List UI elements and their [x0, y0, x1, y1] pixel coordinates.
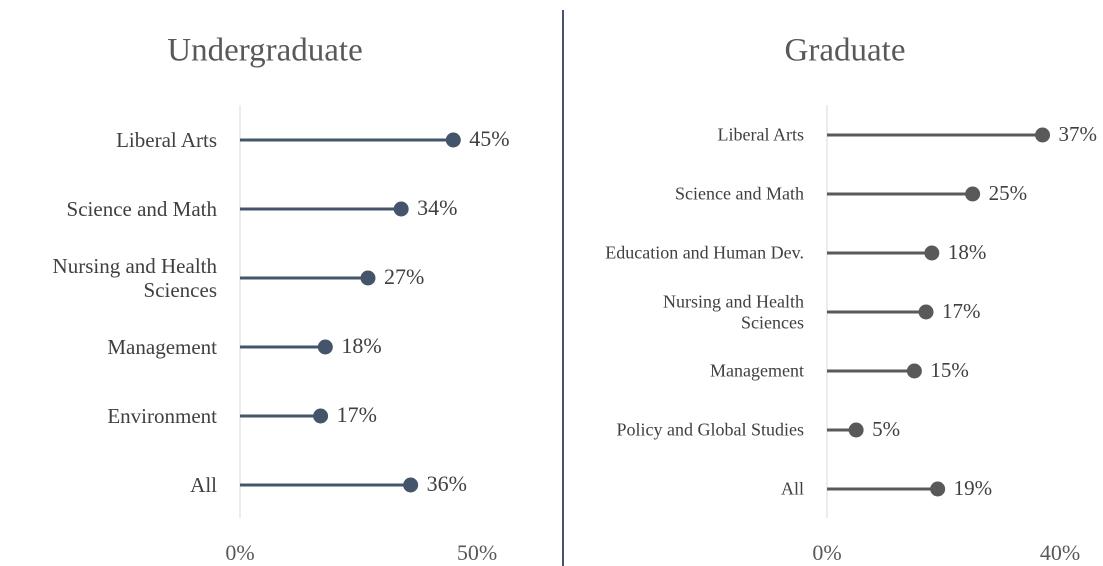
category-label: Nursing and Health Sciences [663, 291, 804, 332]
category-label: Education and Human Dev. [605, 242, 804, 263]
value-label: 17% [942, 299, 981, 323]
value-label: 45% [469, 126, 509, 151]
dot [930, 481, 946, 497]
x-tick-label: 40% [1040, 540, 1080, 565]
value-label: 18% [341, 333, 381, 358]
x-tick-label: 50% [457, 540, 497, 565]
dot [965, 186, 981, 202]
category-label: Management [107, 334, 217, 359]
category-label: Liberal Arts [717, 124, 804, 145]
dot [924, 245, 940, 261]
value-label: 19% [954, 476, 993, 500]
chart-title: Undergraduate [167, 33, 362, 69]
dot [445, 132, 461, 148]
dot [317, 339, 333, 355]
chart-title: Graduate [785, 33, 906, 69]
category-label: Liberal Arts [116, 127, 217, 152]
value-label: 25% [989, 181, 1028, 205]
category-label: Science and Math [675, 183, 804, 204]
dot [1035, 127, 1051, 143]
value-label: 34% [417, 195, 457, 220]
dot [393, 201, 409, 217]
dot [313, 408, 329, 424]
dot [906, 363, 922, 379]
value-label: 36% [427, 471, 467, 496]
value-label: 15% [930, 358, 969, 382]
value-label: 37% [1059, 122, 1098, 146]
dot [918, 304, 934, 320]
category-label: Nursing and Health Sciences [52, 253, 217, 302]
value-label: 5% [872, 417, 900, 441]
value-label: 18% [948, 240, 987, 264]
category-label: Management [710, 360, 804, 381]
category-label: Science and Math [66, 196, 217, 221]
category-label: Policy and Global Studies [616, 419, 805, 440]
category-label: All [780, 478, 804, 499]
x-tick-label: 0% [225, 540, 254, 565]
dot [848, 422, 864, 438]
dot [360, 270, 376, 286]
x-tick-label: 0% [812, 540, 841, 565]
value-label: 27% [384, 264, 424, 289]
value-label: 17% [337, 402, 377, 427]
category-label: Environment [107, 403, 217, 428]
category-label: All [190, 472, 217, 497]
dot [403, 477, 419, 493]
